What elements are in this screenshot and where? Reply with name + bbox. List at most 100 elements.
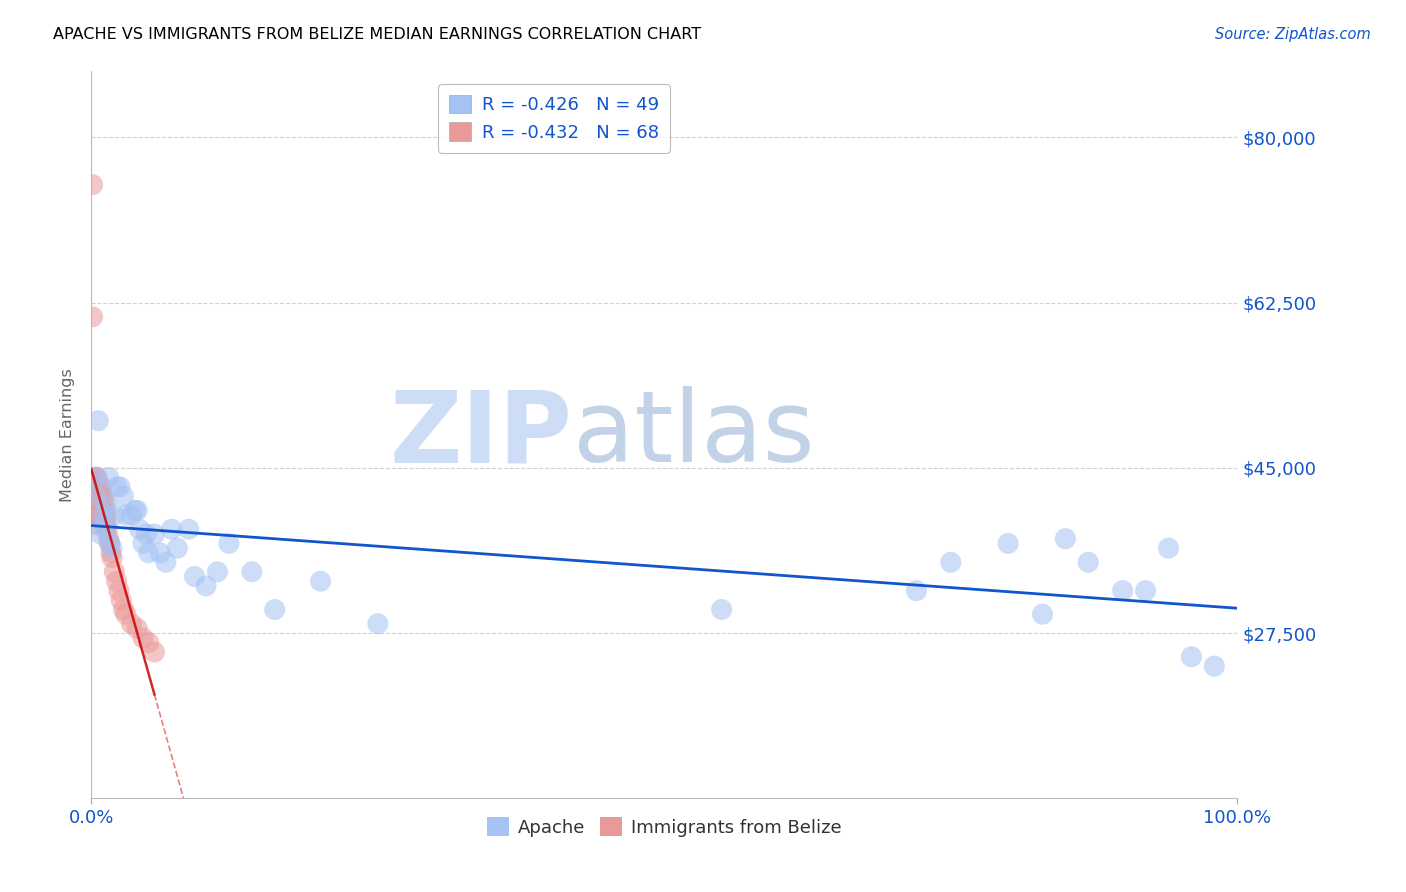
Point: [96, 499, 118, 513]
Point: [1135, 583, 1157, 598]
Point: [1204, 659, 1226, 673]
Point: [93, 517, 115, 532]
Point: [87, 480, 110, 494]
Point: [83, 499, 105, 513]
Point: [87, 414, 110, 428]
Point: [83, 499, 105, 513]
Point: [121, 508, 143, 522]
Point: [82, 178, 104, 192]
Point: [939, 555, 962, 569]
Point: [83, 489, 105, 503]
Text: Source: ZipAtlas.com: Source: ZipAtlas.com: [1215, 27, 1371, 42]
Point: [1054, 532, 1077, 546]
Point: [83, 508, 105, 522]
Point: [91, 508, 114, 522]
Point: [110, 593, 132, 607]
Point: [90, 494, 112, 508]
Point: [90, 480, 112, 494]
Point: [97, 532, 120, 546]
Point: [108, 480, 131, 494]
Text: atlas: atlas: [572, 386, 814, 483]
Point: [83, 489, 105, 503]
Point: [1077, 555, 1099, 569]
Point: [367, 616, 389, 631]
Point: [155, 555, 177, 569]
Point: [135, 527, 157, 541]
Point: [84, 480, 107, 494]
Point: [160, 522, 183, 536]
Point: [93, 508, 115, 522]
Point: [89, 489, 111, 503]
Point: [82, 499, 104, 513]
Point: [194, 579, 217, 593]
Point: [86, 489, 108, 503]
Point: [138, 546, 160, 560]
Point: [710, 602, 733, 616]
Point: [96, 522, 118, 536]
Point: [177, 522, 200, 536]
Point: [112, 602, 135, 616]
Point: [86, 480, 108, 494]
Point: [83, 517, 105, 532]
Point: [127, 621, 149, 635]
Point: [166, 541, 188, 556]
Point: [98, 536, 121, 550]
Point: [84, 489, 107, 503]
Point: [97, 470, 120, 484]
Point: [91, 489, 114, 503]
Point: [138, 635, 160, 649]
Point: [89, 494, 111, 508]
Point: [94, 503, 117, 517]
Point: [132, 631, 155, 645]
Point: [83, 508, 105, 522]
Point: [143, 645, 166, 659]
Point: [149, 546, 172, 560]
Point: [90, 508, 112, 522]
Point: [91, 499, 114, 513]
Point: [143, 527, 166, 541]
Text: APACHE VS IMMIGRANTS FROM BELIZE MEDIAN EARNINGS CORRELATION CHART: APACHE VS IMMIGRANTS FROM BELIZE MEDIAN …: [53, 27, 702, 42]
Point: [94, 513, 117, 527]
Point: [84, 470, 107, 484]
Point: [207, 565, 229, 579]
Point: [263, 602, 285, 616]
Point: [84, 470, 107, 484]
Point: [105, 480, 128, 494]
Point: [114, 508, 136, 522]
Legend: Apache, Immigrants from Belize: Apache, Immigrants from Belize: [481, 810, 848, 844]
Point: [90, 508, 112, 522]
Point: [240, 565, 263, 579]
Point: [905, 583, 928, 598]
Point: [86, 508, 108, 522]
Point: [105, 574, 128, 589]
Point: [309, 574, 332, 589]
Point: [90, 489, 112, 503]
Point: [90, 527, 112, 541]
Y-axis label: Median Earnings: Median Earnings: [60, 368, 76, 501]
Point: [997, 536, 1019, 550]
Point: [94, 522, 117, 536]
Point: [132, 536, 155, 550]
Point: [101, 541, 124, 556]
Point: [108, 583, 131, 598]
Point: [87, 508, 110, 522]
Point: [1180, 649, 1202, 664]
Point: [84, 484, 107, 499]
Point: [89, 484, 111, 499]
Point: [86, 499, 108, 513]
Point: [1031, 607, 1053, 622]
Point: [91, 508, 114, 522]
Point: [218, 536, 240, 550]
Point: [101, 550, 124, 565]
Point: [82, 480, 104, 494]
Point: [90, 484, 112, 499]
Point: [124, 503, 146, 517]
Point: [1157, 541, 1180, 556]
Point: [1111, 583, 1133, 598]
Point: [89, 508, 111, 522]
Point: [86, 470, 108, 484]
Point: [114, 607, 136, 622]
Point: [87, 494, 110, 508]
Point: [83, 475, 105, 489]
Point: [96, 517, 118, 532]
